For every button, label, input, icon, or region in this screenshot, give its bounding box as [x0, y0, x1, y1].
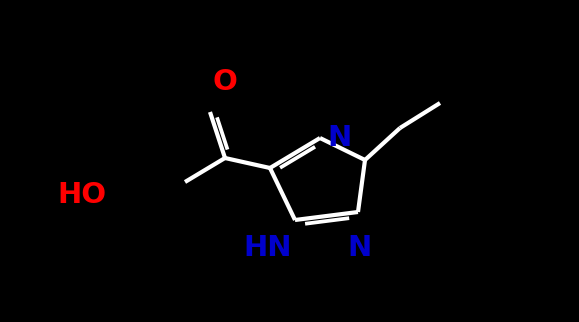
Text: N: N [348, 234, 372, 262]
Text: HO: HO [57, 181, 107, 209]
Text: N: N [328, 124, 352, 152]
Text: O: O [212, 68, 237, 96]
Text: HN: HN [244, 234, 292, 262]
